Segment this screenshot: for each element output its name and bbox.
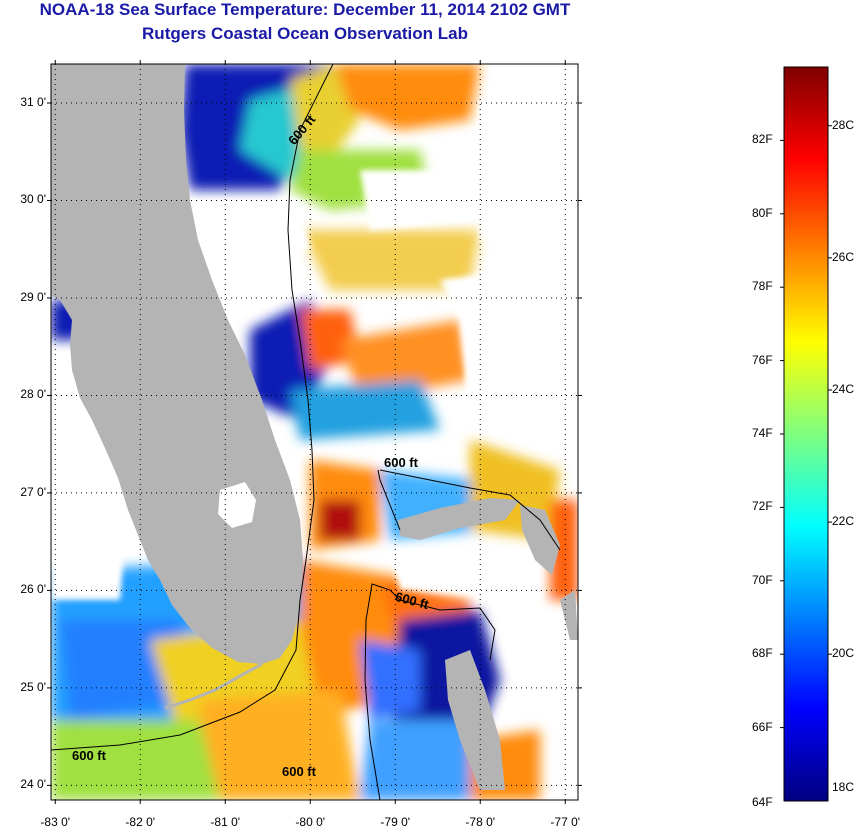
latitude-label: 31 0' — [20, 94, 46, 109]
axis-ticks — [47, 60, 582, 804]
latitude-label: 24 0' — [20, 777, 46, 792]
longitude-label: -82 0' — [125, 815, 156, 829]
bahamas-andros — [445, 650, 505, 790]
colorbar-f-label: 66F — [752, 719, 773, 734]
longitude-label: -81 0' — [210, 815, 241, 829]
isobath-label: 600 ft — [384, 455, 418, 470]
colorbar-c-label: 20C — [832, 646, 855, 661]
colorbar-ticks — [780, 125, 832, 729]
colorbar-f-label: 80F — [752, 205, 773, 220]
colorbar-f-label: 78F — [752, 279, 773, 294]
bahamas-abaco — [520, 505, 560, 575]
colorbar-c-label: 26C — [832, 249, 855, 264]
colorbar-f-label: 64F — [752, 795, 773, 809]
longitude-label: -83 0' — [40, 815, 71, 829]
colorbar-f-label: 74F — [752, 426, 773, 440]
longitude-label: -77 0' — [550, 815, 581, 829]
colorbar-f-label: 72F — [752, 499, 773, 514]
bahamas-eleuthera — [560, 590, 578, 640]
colorbar-c-label: 18C — [832, 780, 855, 795]
latitude-label: 28 0' — [20, 387, 46, 402]
colorbar — [783, 66, 829, 802]
florida-keys — [164, 662, 263, 710]
colorbar-f-label: 70F — [752, 572, 773, 587]
latitude-label: 27 0' — [20, 484, 46, 499]
colorbar-f-label: 76F — [752, 352, 773, 367]
longitude-label: -80 0' — [295, 815, 326, 829]
colorbar-c-label: 28C — [832, 117, 855, 132]
map-title: NOAA-18 Sea Surface Temperature: Decembe… — [39, 0, 571, 19]
map-frame — [50, 63, 579, 801]
longitude-label: -79 0' — [380, 815, 411, 829]
bahamas-grand-bahama — [398, 498, 520, 540]
latitude-label: 30 0' — [20, 192, 46, 207]
longitude-label: -78 0' — [465, 815, 496, 829]
colorbar-f-label: 68F — [752, 646, 773, 661]
colorbar-c-label: 24C — [832, 381, 855, 396]
map-subtitle: Rutgers Coastal Ocean Observation Lab — [142, 24, 468, 43]
colorbar-c-label: 22C — [832, 514, 855, 529]
isobath-600ft — [51, 64, 561, 800]
isobath-label: 600 ft — [72, 748, 106, 763]
cloud-patches — [51, 90, 578, 600]
latitude-label: 26 0' — [20, 582, 46, 597]
latitude-label: 25 0' — [20, 679, 46, 694]
latitude-label: 29 0' — [20, 289, 46, 304]
lake-okeechobee — [218, 482, 256, 528]
colorbar-f-label: 82F — [752, 132, 773, 147]
isobath-label: 600 ft — [282, 764, 316, 779]
